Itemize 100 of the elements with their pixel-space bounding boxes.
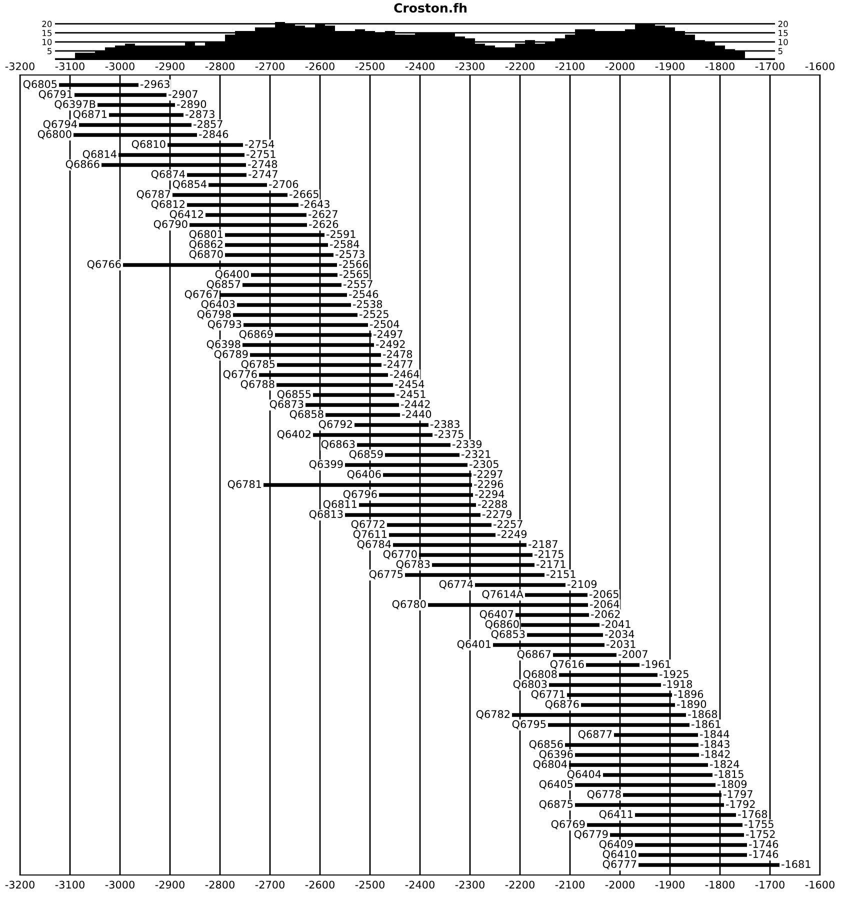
data-label: -1815 bbox=[714, 770, 744, 778]
y-tick-label: Q6398 bbox=[206, 340, 240, 350]
data-label: -2497 bbox=[374, 330, 402, 338]
data-label: -2504 bbox=[370, 320, 400, 328]
data-label: -2064 bbox=[590, 600, 620, 608]
y-tick-label: Q7614A bbox=[482, 590, 524, 600]
x2-tick-label: -1900 bbox=[655, 880, 684, 889]
data-label: -2538 bbox=[353, 300, 382, 308]
data-label: -2627 bbox=[308, 210, 338, 218]
y-tick-label: Q6856 bbox=[529, 740, 563, 750]
data-label: -1746 bbox=[749, 840, 778, 848]
data-label: -1890 bbox=[677, 700, 706, 708]
y-tick-label: Q6863 bbox=[321, 440, 355, 450]
data-label: -2375 bbox=[434, 430, 464, 438]
y-tick-label: Q6788 bbox=[240, 380, 274, 390]
y-tick-label: Q6785 bbox=[241, 360, 275, 370]
x-tick-label: -2700 bbox=[255, 62, 284, 70]
x-tick-label: -2600 bbox=[305, 62, 334, 70]
y2-tick-label: 20 bbox=[778, 20, 788, 28]
y-tick-label: Q6859 bbox=[349, 450, 383, 460]
x-tick-label: -2100 bbox=[555, 62, 584, 70]
y-tick-label: Q6403 bbox=[201, 300, 235, 310]
data-label: -2665 bbox=[290, 190, 318, 198]
y-tick-label: Q6803 bbox=[513, 680, 547, 690]
data-label: -2151 bbox=[546, 570, 576, 578]
y-tick-label: Q6412 bbox=[170, 210, 203, 220]
y-tick-label: Q6790 bbox=[154, 220, 188, 230]
y-tick-label: Q6410 bbox=[602, 850, 636, 860]
y-tick-label: Q6813 bbox=[309, 510, 343, 520]
y-tick-label: 20 bbox=[42, 20, 52, 28]
y-tick-label: Q6874 bbox=[151, 170, 185, 180]
data-label: -1792 bbox=[726, 800, 755, 808]
data-label: -2565 bbox=[340, 270, 368, 278]
y-tick-label: 15 bbox=[42, 30, 52, 36]
y-tick-label: Q6774 bbox=[439, 580, 473, 590]
y-tick-label: Q6800 bbox=[38, 130, 72, 140]
data-label: -1755 bbox=[744, 820, 774, 828]
data-label: -2857 bbox=[194, 120, 222, 128]
y-tick-label: Q6804 bbox=[533, 760, 567, 770]
y-tick-label: Q6854 bbox=[172, 180, 206, 190]
data-label: -2643 bbox=[300, 200, 330, 208]
y-tick-label: Q6814 bbox=[82, 150, 116, 160]
data-label: -2296 bbox=[474, 480, 504, 488]
x-tick-label: -2200 bbox=[505, 62, 534, 70]
y-tick-label: Q6873 bbox=[270, 400, 304, 410]
data-label: -2557 bbox=[344, 280, 372, 288]
y-tick-label: Q6780 bbox=[392, 600, 426, 610]
y-tick-label: Q6866 bbox=[66, 160, 100, 170]
y-tick-label: Q6805 bbox=[23, 80, 57, 90]
data-label: -2626 bbox=[309, 220, 338, 228]
data-label: -2294 bbox=[475, 490, 504, 498]
data-label: -2297 bbox=[474, 470, 502, 478]
data-label: -2584 bbox=[330, 240, 360, 248]
y-tick-label: Q6812 bbox=[151, 200, 184, 210]
x2-tick-label: -2800 bbox=[205, 880, 234, 889]
data-label: -2288 bbox=[478, 500, 508, 508]
y-tick-label: Q6794 bbox=[43, 120, 77, 130]
data-label: -2566 bbox=[339, 260, 368, 268]
data-label: -1918 bbox=[663, 680, 692, 688]
y-tick-label: Q6402 bbox=[277, 430, 310, 440]
data-label: -1824 bbox=[710, 760, 740, 768]
y-tick-label: Q6876 bbox=[545, 700, 579, 710]
y-tick-label: Q6789 bbox=[214, 350, 248, 360]
data-label: -2187 bbox=[528, 540, 558, 548]
data-label: -2846 bbox=[199, 130, 228, 138]
y-tick-label: Q6404 bbox=[567, 770, 601, 780]
y-tick-label: Q6796 bbox=[343, 490, 377, 500]
data-label: -2305 bbox=[470, 460, 498, 468]
data-label: -2591 bbox=[326, 230, 356, 238]
x2-tick-label: -1800 bbox=[705, 880, 734, 889]
x2-tick-label: -2500 bbox=[355, 880, 384, 889]
x-tick-label: -3000 bbox=[105, 62, 134, 70]
y-tick-label: Q6793 bbox=[208, 320, 242, 330]
y2-tick-label: 15 bbox=[778, 30, 788, 36]
y-tick-label: Q6795 bbox=[512, 720, 546, 730]
x2-tick-label: -2400 bbox=[405, 880, 434, 889]
x-tick-label: -2000 bbox=[605, 62, 634, 70]
x2-tick-label: -1700 bbox=[755, 880, 784, 889]
data-label: -2748 bbox=[248, 160, 278, 168]
y-tick-label: Q6801 bbox=[189, 230, 223, 240]
data-label: -1797 bbox=[724, 790, 752, 798]
y-tick-label: Q6798 bbox=[197, 310, 231, 320]
y-tick-label: Q6858 bbox=[290, 410, 324, 420]
data-label: -2041 bbox=[602, 620, 630, 628]
y-tick-label: Q6775 bbox=[369, 570, 403, 580]
y-tick-label: Q6792 bbox=[318, 420, 352, 430]
y-tick-label: Q6860 bbox=[485, 620, 519, 630]
data-label: -1844 bbox=[700, 730, 730, 738]
y-tick-label: Q6862 bbox=[189, 240, 222, 250]
x-tick-label: -2300 bbox=[455, 62, 484, 70]
data-label: -2454 bbox=[395, 380, 424, 388]
y-tick-label: Q6811 bbox=[323, 500, 357, 510]
y-tick-label: Q7611 bbox=[353, 530, 387, 540]
data-label: -2321 bbox=[462, 450, 490, 458]
y-tick-label: 10 bbox=[42, 38, 52, 46]
data-label: -2751 bbox=[246, 150, 276, 158]
x-tick-label: -1800 bbox=[705, 62, 734, 70]
x-tick-label: -3200 bbox=[5, 62, 34, 70]
y-tick-label: Q6401 bbox=[457, 640, 491, 650]
x-tick-label: -1600 bbox=[805, 62, 834, 70]
